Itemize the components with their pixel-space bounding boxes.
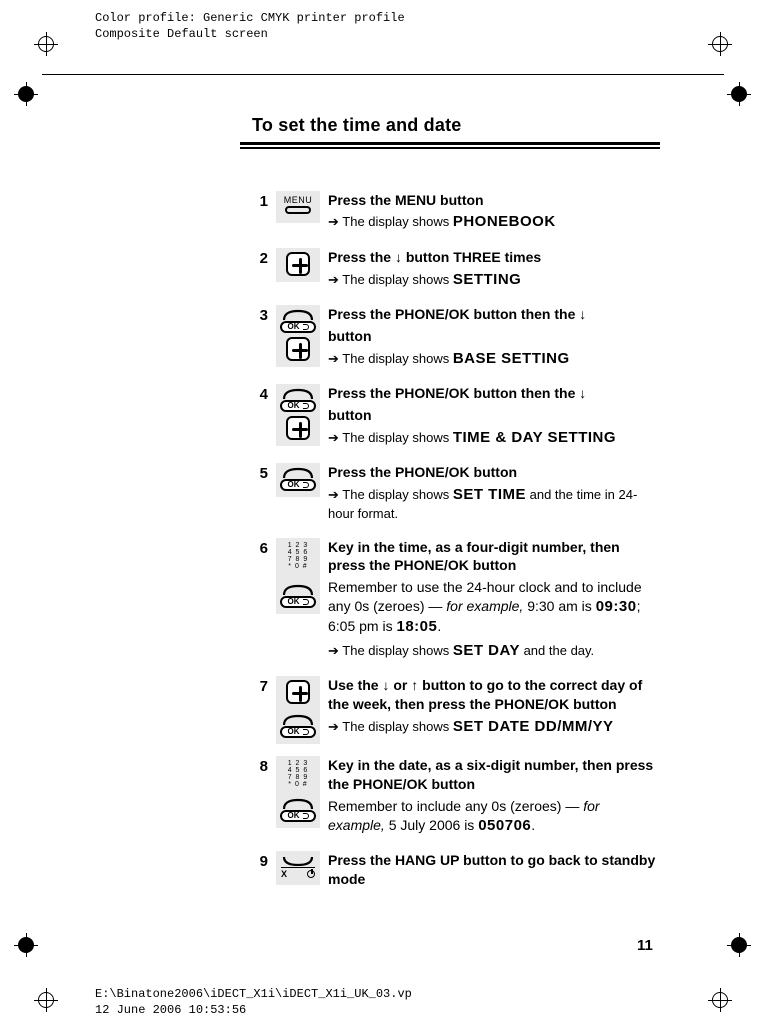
step-icon-column: OK xyxy=(276,384,320,446)
lcd-text: SET DATE DD/MM/YY xyxy=(453,718,614,735)
section-title-block: To set the time and date xyxy=(240,115,660,149)
registration-dot-icon xyxy=(18,937,34,953)
step-number: 2 xyxy=(240,248,268,267)
lcd-text: PHONEBOOK xyxy=(453,213,556,230)
keypad-icon: 1 2 34 5 67 8 9* 0 # xyxy=(281,760,315,788)
down-button-icon xyxy=(286,252,310,276)
down-button-icon xyxy=(286,416,310,440)
page-content: To set the time and date 1 MENU Press th… xyxy=(240,115,660,892)
step: 1 MENU Press the MENU button ➔ The displ… xyxy=(240,191,660,236)
step-number: 7 xyxy=(240,676,268,695)
crop-mark-icon xyxy=(708,988,732,1012)
step-instruction: Press the HANG UP button to go back to s… xyxy=(328,852,655,887)
step-number: 4 xyxy=(240,384,268,403)
keypad-icon: 1 2 34 5 67 8 9* 0 # xyxy=(281,542,315,570)
step-body: Press the HANG UP button to go back to s… xyxy=(328,851,660,892)
phone-ok-button-icon: OK xyxy=(280,388,316,412)
step-body: Key in the date, as a six-digit number, … xyxy=(328,756,660,839)
registration-dot-icon xyxy=(731,86,747,102)
registration-dot-icon xyxy=(18,86,34,102)
step: 3 OK Press the PHONE/OK button then the … xyxy=(240,305,660,372)
step-icon-column: OK xyxy=(276,676,320,744)
section-title: To set the time and date xyxy=(252,115,660,136)
step-icon-column: MENU xyxy=(276,191,320,223)
step-instruction: Press the PHONE/OK button then the ↓ xyxy=(328,306,586,322)
step-body: Key in the time, as a four-digit number,… xyxy=(328,538,660,664)
step: 4 OK Press the PHONE/OK button then the … xyxy=(240,384,660,451)
lcd-text: BASE SETTING xyxy=(453,350,570,367)
composite-line: Composite Default screen xyxy=(95,26,405,42)
down-button-icon xyxy=(286,337,310,361)
page-border-top xyxy=(42,74,724,75)
step-number: 5 xyxy=(240,463,268,482)
footer-path: E:\Binatone2006\iDECT_X1i\iDECT_X1i_UK_0… xyxy=(95,986,412,1002)
crop-mark-icon xyxy=(34,988,58,1012)
footer-date: 12 June 2006 10:53:56 xyxy=(95,1002,412,1018)
step-instruction: Key in the date, as a six-digit number, … xyxy=(328,757,653,792)
lcd-text: SETTING xyxy=(453,271,522,288)
step-number: 8 xyxy=(240,756,268,775)
step-body: Press the PHONE/OK button ➔ The display … xyxy=(328,463,660,526)
step-icon-column: OK xyxy=(276,463,320,497)
phone-ok-button-icon: OK xyxy=(280,584,316,608)
step-number: 1 xyxy=(240,191,268,210)
phone-ok-button-icon: OK xyxy=(280,798,316,822)
registration-dot-icon xyxy=(731,937,747,953)
step: 7 OK Use the ↓ or ↑ button to go to the … xyxy=(240,676,660,744)
steps-list: 1 MENU Press the MENU button ➔ The displ… xyxy=(240,191,660,892)
step-instruction: Use the ↓ or ↑ button to go to the corre… xyxy=(328,677,642,712)
lcd-text: SET TIME xyxy=(453,486,526,503)
step: 2 Press the ↓ button THREE times ➔ The d… xyxy=(240,248,660,293)
print-footer: E:\Binatone2006\iDECT_X1i\iDECT_X1i_UK_0… xyxy=(95,986,412,1018)
phone-ok-button-icon: OK xyxy=(280,714,316,738)
step-body: Press the ↓ button THREE times ➔ The dis… xyxy=(328,248,660,293)
step-instruction: Press the ↓ button THREE times xyxy=(328,249,541,265)
lcd-text: SET DAY xyxy=(453,642,520,659)
step-icon-column xyxy=(276,248,320,282)
step: 6 1 2 34 5 67 8 9* 0 # OK Key in the tim… xyxy=(240,538,660,664)
step-icon-column: 1 2 34 5 67 8 9* 0 # OK xyxy=(276,756,320,828)
step-icon-column: OK xyxy=(276,305,320,367)
down-button-icon xyxy=(286,680,310,704)
print-header: Color profile: Generic CMYK printer prof… xyxy=(95,10,405,42)
step-instruction: Press the MENU button xyxy=(328,192,484,208)
step-body: Press the MENU button ➔ The display show… xyxy=(328,191,660,236)
step-number: 6 xyxy=(240,538,268,557)
step-number: 9 xyxy=(240,851,268,870)
step-icon-column: X xyxy=(276,851,320,885)
step-instruction: Press the PHONE/OK button then the ↓ xyxy=(328,385,586,401)
step-body: Press the PHONE/OK button then the ↓ but… xyxy=(328,384,660,451)
lcd-text: TIME & DAY SETTING xyxy=(453,429,616,446)
phone-ok-button-icon: OK xyxy=(280,467,316,491)
step-body: Press the PHONE/OK button then the ↓ but… xyxy=(328,305,660,372)
step-instruction: Key in the time, as a four-digit number,… xyxy=(328,539,620,574)
page-number: 11 xyxy=(637,937,653,954)
color-profile-line: Color profile: Generic CMYK printer prof… xyxy=(95,10,405,26)
crop-mark-icon xyxy=(34,32,58,56)
step: 9 X Press the HANG UP button to go back … xyxy=(240,851,660,892)
crop-mark-icon xyxy=(708,32,732,56)
menu-button-icon: MENU xyxy=(281,195,315,214)
phone-ok-button-icon: OK xyxy=(280,309,316,333)
step-instruction: Press the PHONE/OK button xyxy=(328,464,517,480)
hang-up-button-icon: X xyxy=(281,855,315,879)
step: 8 1 2 34 5 67 8 9* 0 # OK Key in the dat… xyxy=(240,756,660,839)
step-body: Use the ↓ or ↑ button to go to the corre… xyxy=(328,676,660,740)
step-number: 3 xyxy=(240,305,268,324)
step: 5 OK Press the PHONE/OK button ➔ The dis… xyxy=(240,463,660,526)
step-icon-column: 1 2 34 5 67 8 9* 0 # OK xyxy=(276,538,320,614)
